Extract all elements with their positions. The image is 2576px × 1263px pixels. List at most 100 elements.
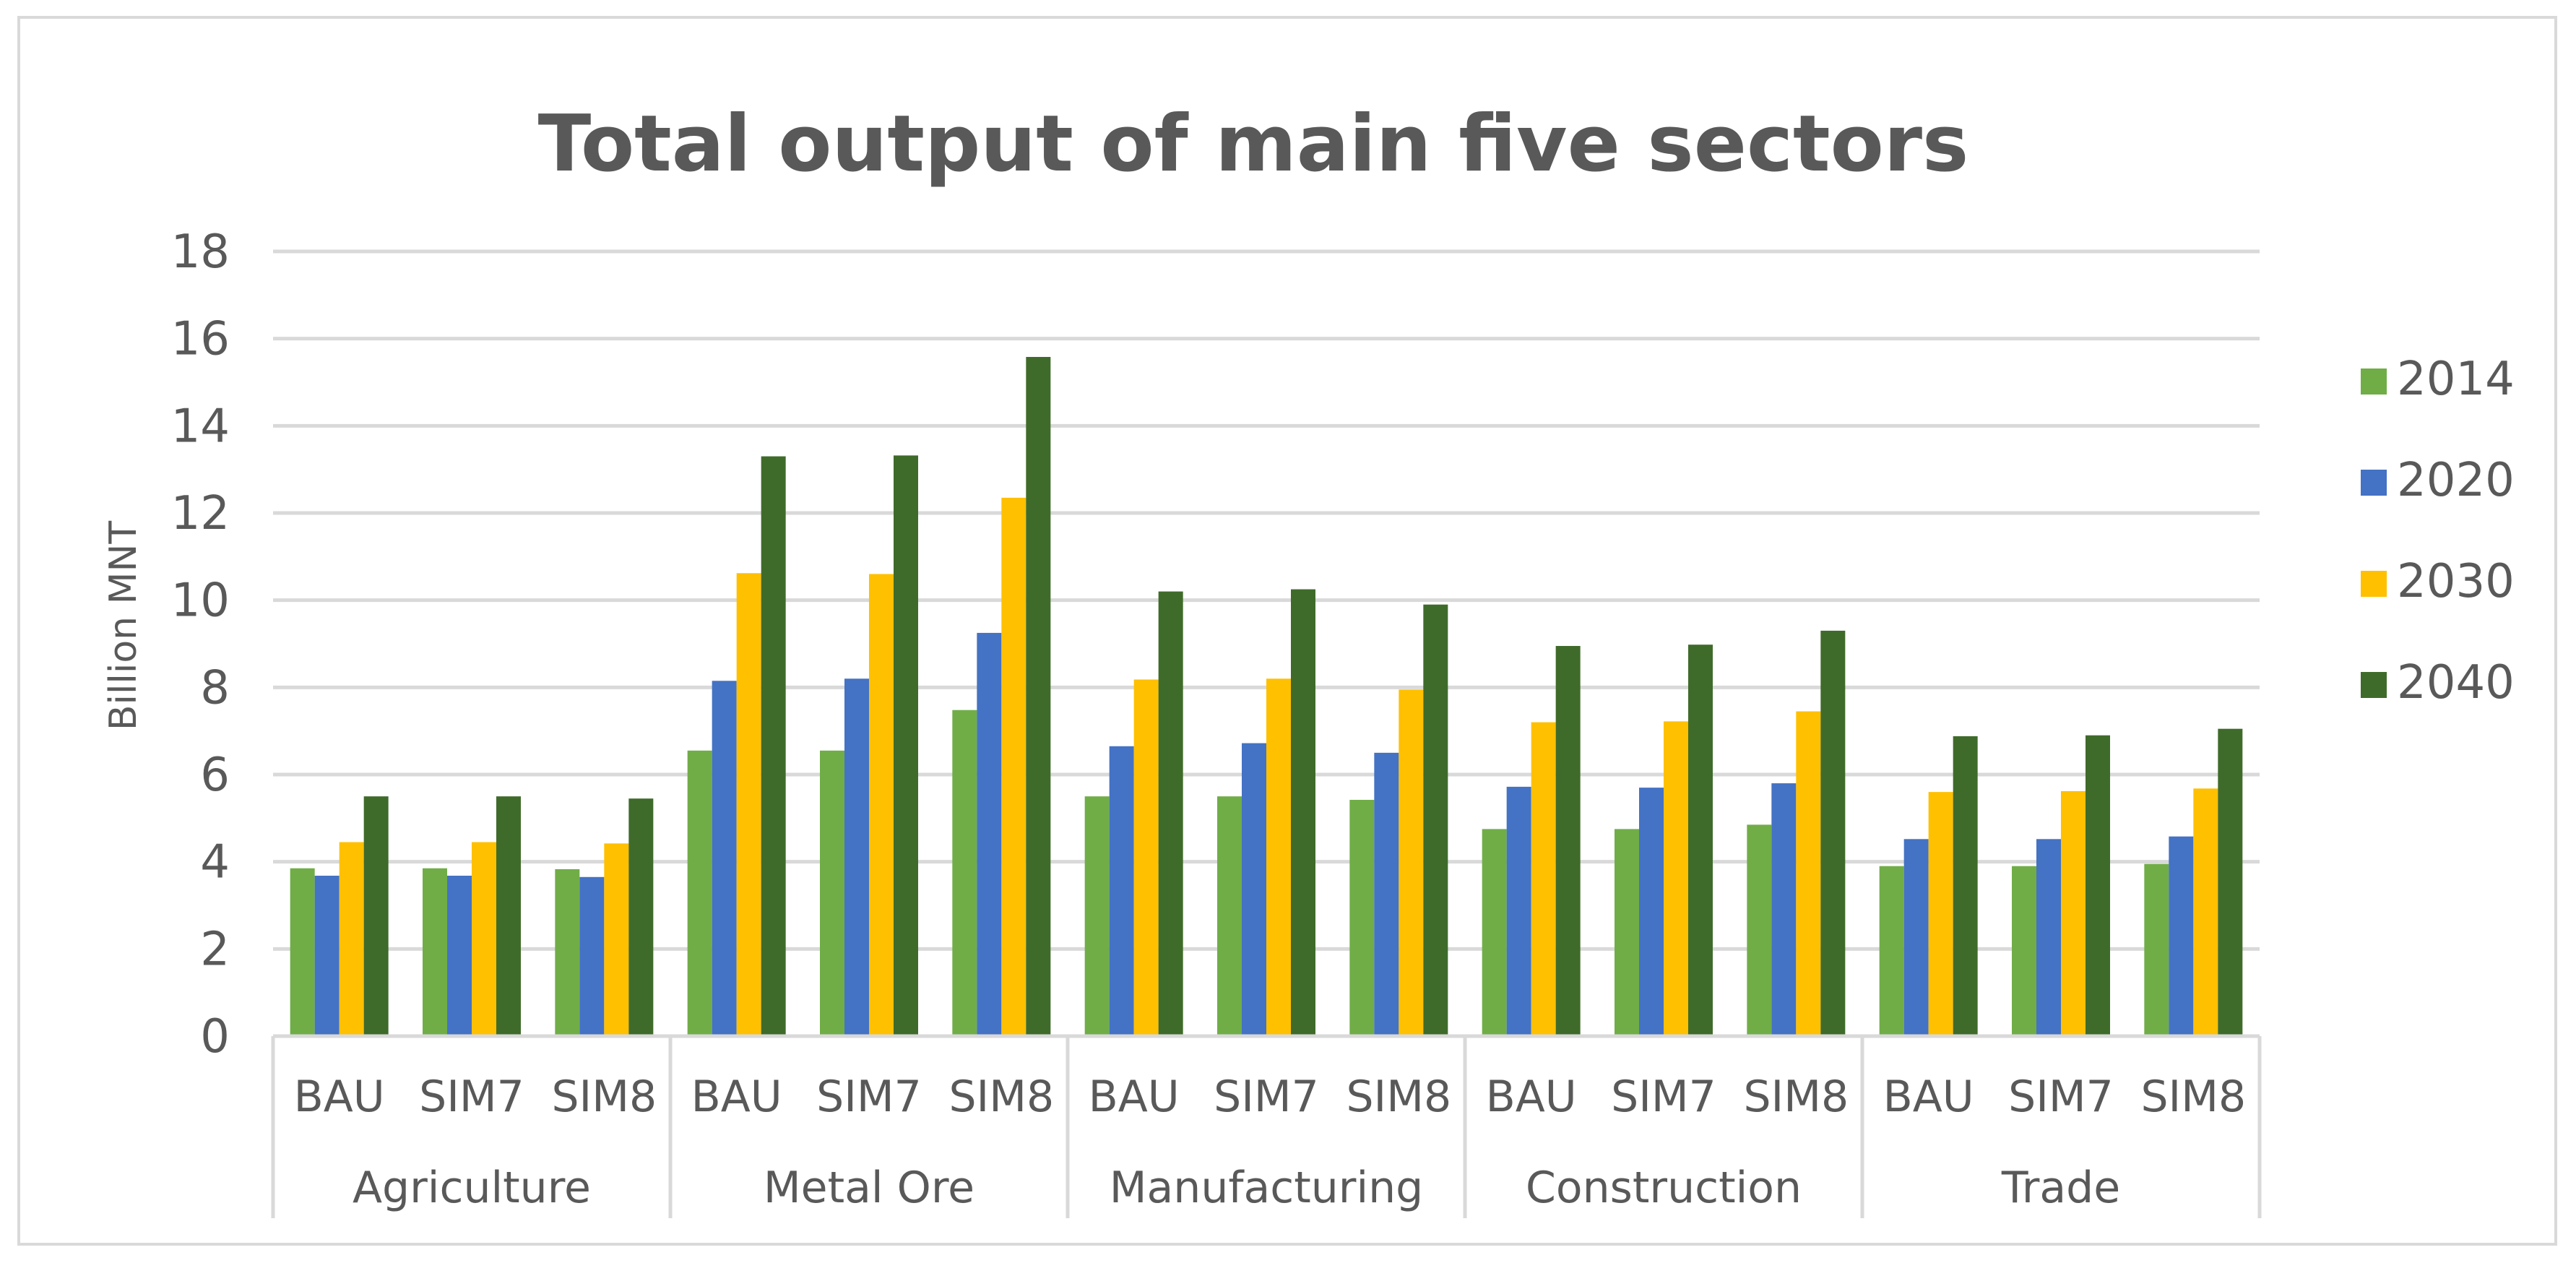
bar-chart: Total output of main five sectors Billio… <box>102 99 2515 1218</box>
y-tick-label: 6 <box>200 749 230 802</box>
bar-manufacturing-sim8-2030 <box>1399 689 1424 1036</box>
x-tick-label: BAU <box>294 1072 385 1122</box>
legend-label-2014: 2014 <box>2397 353 2515 406</box>
bar-trade-bau-2040 <box>1953 736 1978 1036</box>
bar-trade-sim7-2040 <box>2086 735 2110 1036</box>
bar-agriculture-sim7-2040 <box>496 796 521 1036</box>
bar-agriculture-bau-2020 <box>314 875 340 1036</box>
y-tick-label: 14 <box>171 400 230 453</box>
y-tick-label: 16 <box>171 313 230 366</box>
y-tick-label: 4 <box>200 836 230 889</box>
bar-metal-ore-sim8-2014 <box>952 710 977 1036</box>
bar-manufacturing-sim8-2020 <box>1374 752 1399 1036</box>
bar-construction-sim7-2014 <box>1615 829 1639 1036</box>
bar-agriculture-sim8-2040 <box>628 798 654 1036</box>
bar-manufacturing-sim8-2040 <box>1423 604 1448 1036</box>
x-tick-label: SIM7 <box>2008 1072 2114 1122</box>
bar-construction-sim7-2030 <box>1664 721 1688 1036</box>
bar-agriculture-sim8-2014 <box>555 868 580 1036</box>
bar-trade-sim8-2030 <box>2193 788 2218 1036</box>
x-tick-label: SIM8 <box>1743 1072 1849 1122</box>
x-tick-label: BAU <box>1883 1072 1974 1122</box>
x-group-label: Agriculture <box>353 1163 591 1213</box>
bar-metal-ore-sim7-2020 <box>844 678 869 1036</box>
bar-construction-sim8-2030 <box>1796 711 1821 1036</box>
bar-metal-ore-sim7-2040 <box>894 455 918 1036</box>
x-group-label: Manufacturing <box>1110 1163 1423 1213</box>
y-tick-label: 10 <box>171 574 230 628</box>
bar-manufacturing-sim8-2014 <box>1349 799 1375 1036</box>
x-tick-label: SIM7 <box>1611 1072 1716 1122</box>
bar-agriculture-sim8-2030 <box>604 843 629 1036</box>
legend-label-2020: 2020 <box>2397 454 2515 507</box>
bar-metal-ore-bau-2014 <box>687 750 712 1036</box>
bar-manufacturing-sim7-2020 <box>1242 743 1266 1036</box>
bar-agriculture-sim7-2030 <box>472 842 496 1036</box>
legend-label-2040: 2040 <box>2397 656 2515 710</box>
bar-trade-sim8-2040 <box>2218 728 2243 1036</box>
bar-trade-bau-2030 <box>1928 792 1953 1036</box>
x-tick-label: SIM7 <box>1214 1072 1319 1122</box>
bar-metal-ore-bau-2030 <box>736 573 761 1036</box>
bar-construction-sim8-2040 <box>1820 630 1846 1036</box>
x-tick-label: SIM8 <box>551 1072 657 1122</box>
bar-trade-sim7-2030 <box>2061 790 2086 1036</box>
bar-agriculture-bau-2030 <box>339 842 364 1036</box>
bar-agriculture-sim7-2020 <box>447 875 472 1036</box>
x-tick-label: BAU <box>691 1072 782 1122</box>
x-group-label: Construction <box>1526 1163 1802 1213</box>
bar-construction-bau-2030 <box>1531 722 1556 1036</box>
bar-construction-bau-2014 <box>1482 829 1507 1036</box>
x-tick-label: SIM7 <box>419 1072 524 1122</box>
bar-metal-ore-sim8-2020 <box>977 632 1002 1036</box>
x-group-label: Trade <box>2001 1163 2120 1213</box>
x-axis: BAU SIM7 SIM8 Agriculture BAU SIM7 SIM8 Metal O… <box>271 1034 2262 1218</box>
legend: 2014 2020 2030 2040 <box>2361 353 2515 710</box>
y-tick-label: 18 <box>171 225 230 279</box>
bar-manufacturing-sim7-2014 <box>1217 796 1242 1036</box>
y-tick-label: 0 <box>200 1010 230 1064</box>
bar-construction-bau-2040 <box>1555 646 1581 1036</box>
bar-trade-sim7-2020 <box>2036 839 2061 1036</box>
bar-agriculture-bau-2040 <box>363 796 389 1036</box>
legend-label-2030: 2030 <box>2397 555 2515 608</box>
y-axis-label: Billion MNT <box>102 521 145 731</box>
bar-manufacturing-bau-2020 <box>1109 746 1134 1036</box>
bar-metal-ore-sim8-2030 <box>1001 497 1026 1036</box>
bar-metal-ore-sim8-2040 <box>1026 357 1051 1036</box>
x-tick-label: BAU <box>1089 1072 1180 1122</box>
bar-manufacturing-bau-2030 <box>1133 679 1159 1036</box>
bar-agriculture-sim7-2014 <box>423 868 447 1036</box>
bar-trade-sim7-2014 <box>2012 866 2036 1036</box>
bars <box>290 357 2243 1036</box>
x-tick-label: BAU <box>1486 1072 1577 1122</box>
bar-manufacturing-sim7-2040 <box>1291 589 1315 1036</box>
y-tick-label: 2 <box>200 923 230 976</box>
bar-construction-sim8-2014 <box>1747 824 1772 1036</box>
bar-metal-ore-sim7-2030 <box>869 574 894 1036</box>
legend-swatch-2030 <box>2361 571 2387 597</box>
x-tick-label: SIM8 <box>1346 1072 1451 1122</box>
bar-construction-sim7-2020 <box>1639 788 1664 1036</box>
chart-frame: Total output of main five sectors Billio… <box>17 16 2557 1246</box>
bar-trade-sim8-2014 <box>2144 863 2169 1036</box>
bar-construction-bau-2020 <box>1506 786 1531 1036</box>
bar-trade-bau-2014 <box>1879 866 1904 1036</box>
x-tick-label: SIM8 <box>948 1072 1054 1122</box>
bar-agriculture-bau-2014 <box>290 868 315 1036</box>
bar-metal-ore-bau-2040 <box>761 456 786 1036</box>
chart-title: Total output of main five sectors <box>538 99 1969 189</box>
bar-metal-ore-sim7-2014 <box>820 750 844 1036</box>
bar-trade-bau-2020 <box>1903 839 1929 1036</box>
bar-metal-ore-bau-2020 <box>712 681 737 1036</box>
x-tick-label: SIM7 <box>816 1072 922 1122</box>
bar-trade-sim8-2020 <box>2169 836 2194 1036</box>
bar-manufacturing-bau-2014 <box>1084 796 1110 1036</box>
y-axis-ticks: 0 2 4 6 8 10 12 14 16 18 <box>171 225 230 1064</box>
x-tick-label: SIM8 <box>2140 1072 2246 1122</box>
bar-manufacturing-sim7-2030 <box>1266 678 1291 1036</box>
bar-construction-sim8-2020 <box>1771 783 1797 1036</box>
x-group-label: Metal Ore <box>764 1163 974 1213</box>
legend-swatch-2040 <box>2361 672 2387 698</box>
legend-swatch-2020 <box>2361 470 2387 496</box>
